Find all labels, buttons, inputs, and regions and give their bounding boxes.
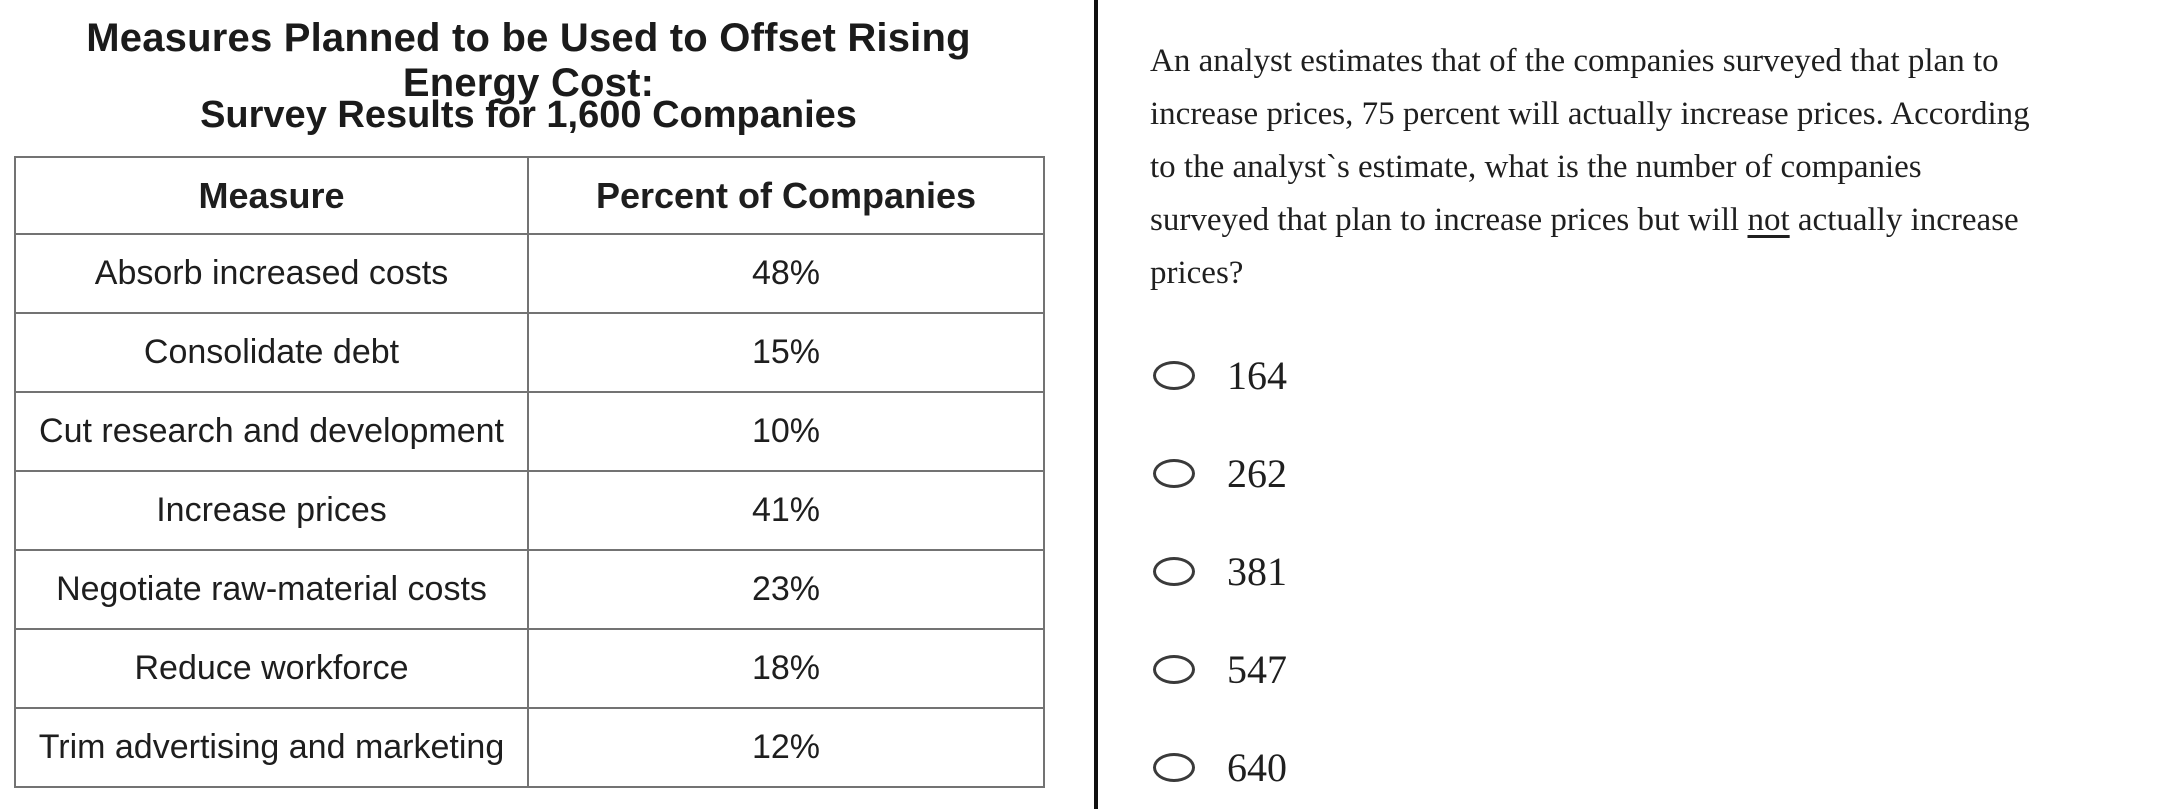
radio-button-icon[interactable] [1153, 556, 1195, 586]
percent-cell: 12% [527, 707, 1045, 788]
question-text: An analyst estimates that of the compani… [1150, 35, 2165, 300]
table-row: Increase prices 41% [14, 470, 1045, 551]
measure-cell: Consolidate debt [14, 312, 529, 393]
question-line: surveyed that plan to increase prices bu… [1150, 194, 2165, 247]
table-row: Cut research and development 10% [14, 391, 1045, 472]
question-line: prices? [1150, 255, 1244, 291]
measure-cell: Trim advertising and marketing [14, 707, 529, 788]
question-line: to the analyst`s estimate, what is the n… [1150, 149, 1922, 185]
question-line-segment: actually increase [1789, 202, 2019, 238]
table-row: Trim advertising and marketing 12% [14, 707, 1045, 788]
radio-button-icon[interactable] [1153, 752, 1195, 782]
answer-option-label: 547 [1227, 646, 1287, 692]
table-row: Reduce workforce 18% [14, 628, 1045, 709]
table-subtitle: Survey Results for 1,600 Companies [200, 94, 857, 136]
answer-option[interactable]: 381 [1150, 546, 1550, 596]
measure-cell: Negotiate raw-material costs [14, 549, 529, 630]
answer-option-label: 381 [1227, 548, 1287, 594]
underlined-word: not [1747, 202, 1790, 238]
answer-option-label: 640 [1227, 744, 1287, 790]
measure-cell: Increase prices [14, 470, 529, 551]
panel-divider [1094, 0, 1098, 809]
header-measure: Measure [14, 156, 529, 235]
radio-button-icon[interactable] [1153, 360, 1195, 390]
percent-cell: 23% [527, 549, 1045, 630]
radio-button-icon[interactable] [1153, 654, 1195, 684]
survey-table: Measure Percent of Companies Absorb incr… [14, 156, 1045, 788]
stimulus-panel: Measures Planned to be Used to Offset Ri… [14, 16, 1045, 788]
question-line-segment: surveyed that plan to increase prices bu… [1150, 202, 1748, 238]
measure-cell: Cut research and development [14, 391, 529, 472]
measure-cell: Absorb increased costs [14, 233, 529, 314]
question-panel: An analyst estimates that of the compani… [1095, 0, 2169, 809]
percent-cell: 15% [527, 312, 1045, 393]
table-header-row: Measure Percent of Companies [14, 156, 1045, 235]
answer-option[interactable]: 164 [1150, 350, 1550, 400]
answer-option[interactable]: 262 [1150, 448, 1550, 498]
percent-cell: 18% [527, 628, 1045, 709]
answer-option-label: 262 [1227, 450, 1287, 496]
percent-cell: 41% [527, 470, 1045, 551]
table-title: Measures Planned to be Used to Offset Ri… [86, 16, 971, 105]
table-row: Consolidate debt 15% [14, 312, 1045, 393]
table-row: Negotiate raw-material costs 23% [14, 549, 1045, 630]
percent-cell: 48% [527, 233, 1045, 314]
answer-option[interactable]: 640 [1150, 742, 1550, 792]
question-line: An analyst estimates that of the compani… [1150, 43, 1999, 79]
radio-button-icon[interactable] [1153, 458, 1195, 488]
header-percent: Percent of Companies [527, 156, 1045, 235]
question-line: increase prices, 75 percent will actuall… [1150, 96, 2030, 132]
measure-cell: Reduce workforce [14, 628, 529, 709]
answer-option-label: 164 [1227, 352, 1287, 398]
answer-option[interactable]: 547 [1150, 644, 1550, 694]
percent-cell: 10% [527, 391, 1045, 472]
table-row: Absorb increased costs 48% [14, 233, 1045, 314]
